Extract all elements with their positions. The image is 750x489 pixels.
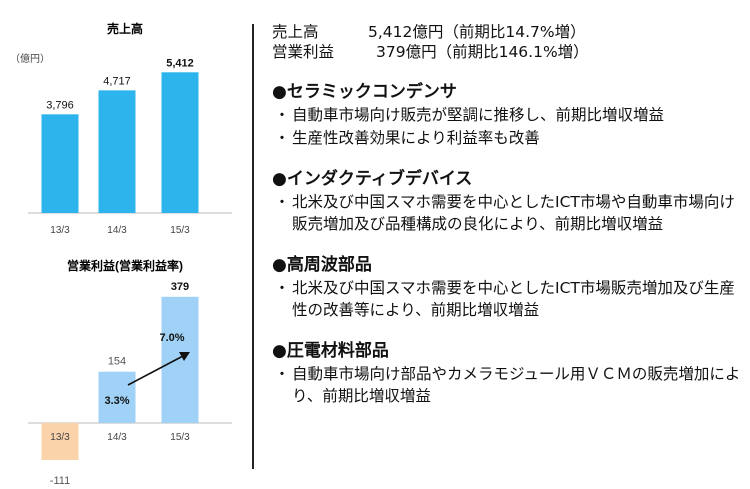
- sales-bar: [98, 90, 136, 213]
- segment-section: ●圧電材料部品・自動車市場向け部品やカメラモジュール用ＶＣＭの販売増加により、前…: [272, 340, 742, 407]
- margin-label: 7.0%: [159, 332, 184, 344]
- profit-value-label: 379: [171, 281, 189, 293]
- bullet-text: 自動車市場向け販売が堅調に推移し、前期比増収増益: [292, 106, 665, 124]
- bullet-text: 北米及び中国スマホ需要を中心としたICT市場や自動車市場向け販売増加及び品種構成…: [292, 193, 735, 233]
- summary-profit-value: 379億円（前期比146.1%増）: [376, 43, 589, 61]
- profit-value-label: 154: [108, 356, 126, 368]
- segment-sections: ●セラミックコンデンサ・自動車市場向け販売が堅調に推移し、前期比増収増益・生産性…: [272, 81, 742, 407]
- profit-chart-title: 営業利益(営業利益率): [67, 258, 183, 273]
- segment-section: ●インダクティブデバイス・北米及び中国スマホ需要を中心としたICT市場や自動車市…: [272, 168, 742, 235]
- sales-category-label: 15/3: [170, 225, 190, 236]
- profit-bar: [98, 371, 136, 423]
- profit-chart: -111 13/3 154 14/3 379 15/3 3.3% 7.0%: [28, 281, 232, 487]
- sales-chart-title: 売上高: [107, 21, 143, 36]
- bullet-mark: ・: [274, 365, 290, 383]
- profit-bar: [161, 296, 199, 423]
- segment-bullet: ・北米及び中国スマホ需要を中心としたICT市場販売増加及び生産性の改善等により、…: [272, 277, 742, 321]
- segment-title: ●インダクティブデバイス: [272, 169, 473, 189]
- sales-category-label: 14/3: [107, 225, 127, 236]
- profit-category-label: 14/3: [107, 432, 127, 443]
- segment-bullet: ・生産性改善効果により利益率も改善: [272, 127, 742, 149]
- segment-title: ●高周波部品: [272, 255, 372, 275]
- bullet-text: 生産性改善効果により利益率も改善: [292, 129, 540, 147]
- summary-sales-label: 売上高: [272, 23, 319, 41]
- bullet-mark: ・: [274, 106, 290, 124]
- charts-area: 売上高 （億円） 3,796 13/3 4,717 14/3 5,412 15/3 営業利…: [10, 21, 232, 487]
- segment-section: ●セラミックコンデンサ・自動車市場向け販売が堅調に推移し、前期比増収増益・生産性…: [272, 81, 742, 149]
- margin-label: 3.3%: [104, 395, 129, 407]
- profit-bar: [41, 423, 79, 460]
- sales-chart: 3,796 13/3 4,717 14/3 5,412 15/3: [28, 57, 232, 236]
- summary-profit-label: 営業利益: [272, 43, 335, 61]
- sales-chart-unit-label: （億円）: [10, 52, 50, 65]
- bullet-text: 自動車市場向け部品やカメラモジュール用ＶＣＭの販売増加により、前期比増収増益: [292, 365, 741, 405]
- sales-value-label: 3,796: [46, 99, 74, 111]
- summary-sales-row: 売上高 5,412億円（前期比14.7%増）: [272, 22, 742, 42]
- segment-section: ●高周波部品・北米及び中国スマホ需要を中心としたICT市場販売増加及び生産性の改…: [272, 254, 742, 321]
- segment-title: ●圧電材料部品: [272, 341, 389, 361]
- sales-category-label: 13/3: [50, 225, 70, 236]
- segment-bullet: ・自動車市場向け販売が堅調に推移し、前期比増収増益: [272, 104, 742, 126]
- summary-profit-row: 営業利益 379億円（前期比146.1%増）: [272, 42, 742, 62]
- profit-value-label: -111: [50, 475, 70, 487]
- segment-bullet: ・北米及び中国スマホ需要を中心としたICT市場や自動車市場向け販売増加及び品種構…: [272, 191, 742, 235]
- bullet-mark: ・: [274, 129, 290, 147]
- margin-arrow-head: [179, 352, 190, 361]
- margin-arrow-line: [127, 355, 184, 386]
- summary-sales-value: 5,412億円（前期比14.7%増）: [368, 23, 586, 41]
- segment-bullet: ・自動車市場向け部品やカメラモジュール用ＶＣＭの販売増加により、前期比増収増益: [272, 363, 742, 407]
- bullet-mark: ・: [274, 193, 290, 211]
- summary-panel: 売上高 5,412億円（前期比14.7%増） 営業利益 379億円（前期比146.1…: [272, 22, 742, 407]
- vertical-divider: [252, 24, 254, 469]
- sales-value-label: 5,412: [166, 57, 194, 69]
- bullet-text: 北米及び中国スマホ需要を中心としたICT市場販売増加及び生産性の改善等により、前…: [292, 279, 735, 319]
- segment-title: ●セラミックコンデンサ: [272, 82, 457, 102]
- profit-category-label: 13/3: [50, 432, 70, 443]
- bullet-mark: ・: [274, 279, 290, 297]
- sales-bar: [41, 114, 79, 213]
- profit-category-label: 15/3: [170, 432, 190, 443]
- sales-bar: [161, 72, 199, 214]
- sales-value-label: 4,717: [103, 75, 131, 87]
